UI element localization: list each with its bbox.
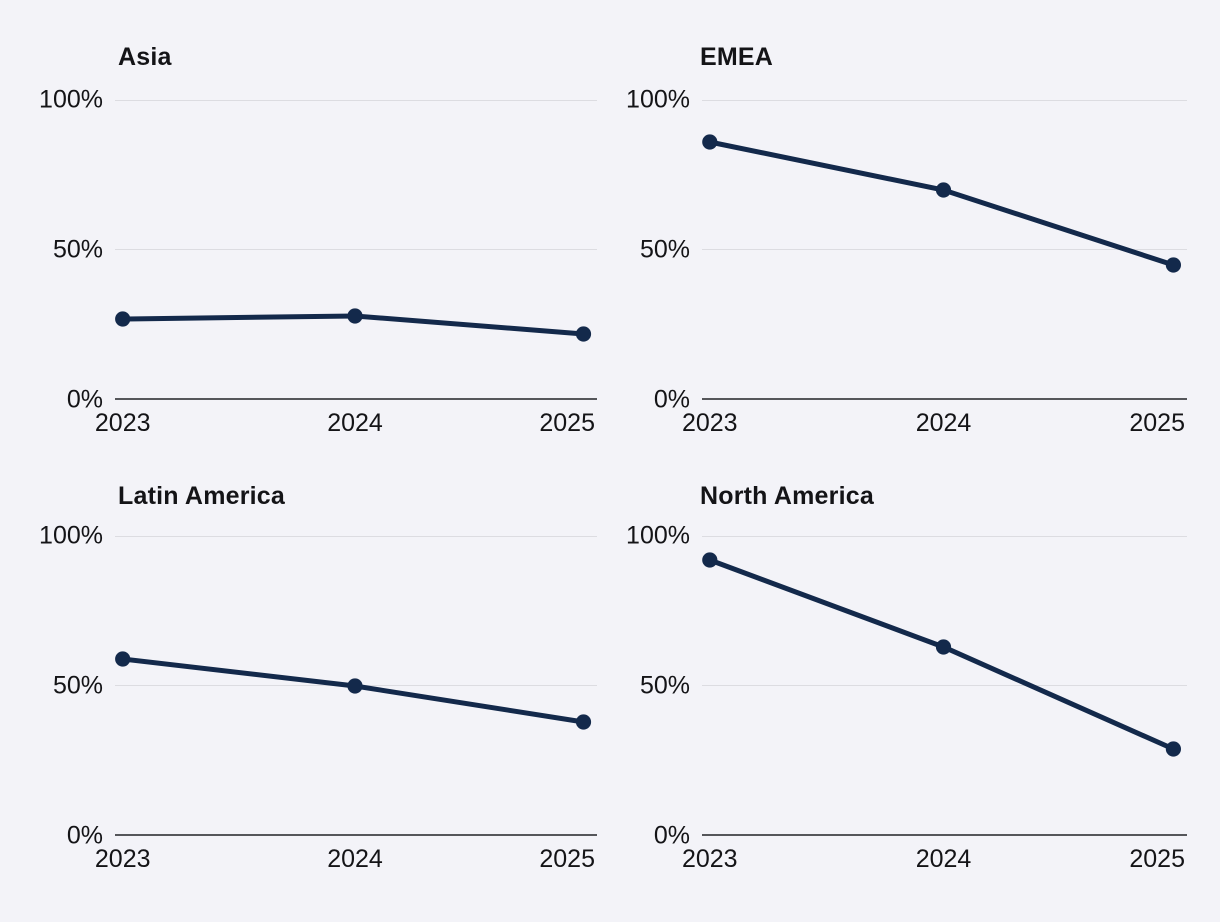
y-tick-label: 100% xyxy=(626,521,690,550)
y-tick-label: 100% xyxy=(626,85,690,114)
y-tick-label: 0% xyxy=(66,385,103,414)
chart-north-america: North America 100% 50% 0% 2023 2024 2025 xyxy=(610,461,1220,922)
x-tick-label: 2023 xyxy=(94,845,151,873)
x-tick-label: 2025 xyxy=(539,409,595,437)
chart-asia: Asia 100% 50% 0% 2023 2024 2025 xyxy=(0,0,610,461)
gridline-50 xyxy=(702,685,1187,686)
plot-area: 100% 50% 0% 2023 2024 2025 xyxy=(39,523,597,873)
chart-title: Latin America xyxy=(118,482,286,510)
gridline-50 xyxy=(115,249,597,250)
trend-line xyxy=(702,134,1181,273)
y-tick-label: 0% xyxy=(653,385,690,414)
x-tick-label: 2025 xyxy=(1129,845,1185,873)
chart-title: EMEA xyxy=(700,43,774,71)
trend-line xyxy=(115,651,592,730)
y-tick-label: 50% xyxy=(52,235,103,264)
y-tick-label: 100% xyxy=(39,85,103,114)
x-axis-line xyxy=(702,398,1187,400)
x-tick-label: 2024 xyxy=(327,845,383,873)
y-tick-label: 0% xyxy=(653,821,690,850)
x-tick-label: 2024 xyxy=(327,409,383,437)
x-tick-label: 2023 xyxy=(681,409,738,437)
y-tick-label: 50% xyxy=(639,235,690,264)
x-axis-line xyxy=(115,834,597,836)
gridline-100 xyxy=(702,100,1187,101)
plot-area: 100% 50% 0% 2023 2024 2025 xyxy=(39,87,597,437)
x-axis-line xyxy=(702,834,1187,836)
x-tick-label: 2023 xyxy=(681,845,738,873)
y-tick-label: 0% xyxy=(66,821,103,850)
chart-latin-america: Latin America 100% 50% 0% 2023 2024 2025 xyxy=(0,461,610,922)
chart-title: Asia xyxy=(118,43,172,71)
x-tick-label: 2025 xyxy=(539,845,595,873)
x-tick-label: 2024 xyxy=(915,845,972,873)
trend-line xyxy=(702,552,1181,757)
x-axis-line xyxy=(115,398,597,400)
trend-line xyxy=(115,308,592,342)
gridline-100 xyxy=(115,536,597,537)
plot-area: 100% 50% 0% 2023 2024 2025 xyxy=(626,87,1187,437)
x-tick-label: 2024 xyxy=(915,409,972,437)
chart-title: North America xyxy=(700,482,874,510)
y-tick-label: 100% xyxy=(39,521,103,550)
y-tick-label: 50% xyxy=(639,671,690,700)
gridline-100 xyxy=(115,100,597,101)
gridline-50 xyxy=(702,249,1187,250)
x-tick-label: 2025 xyxy=(1129,409,1185,437)
gridline-100 xyxy=(702,536,1187,537)
x-tick-label: 2023 xyxy=(94,409,151,437)
y-tick-label: 50% xyxy=(52,671,103,700)
plot-area: 100% 50% 0% 2023 2024 2025 xyxy=(626,523,1187,873)
chart-emea: EMEA 100% 50% 0% 2023 2024 2025 xyxy=(610,0,1220,461)
